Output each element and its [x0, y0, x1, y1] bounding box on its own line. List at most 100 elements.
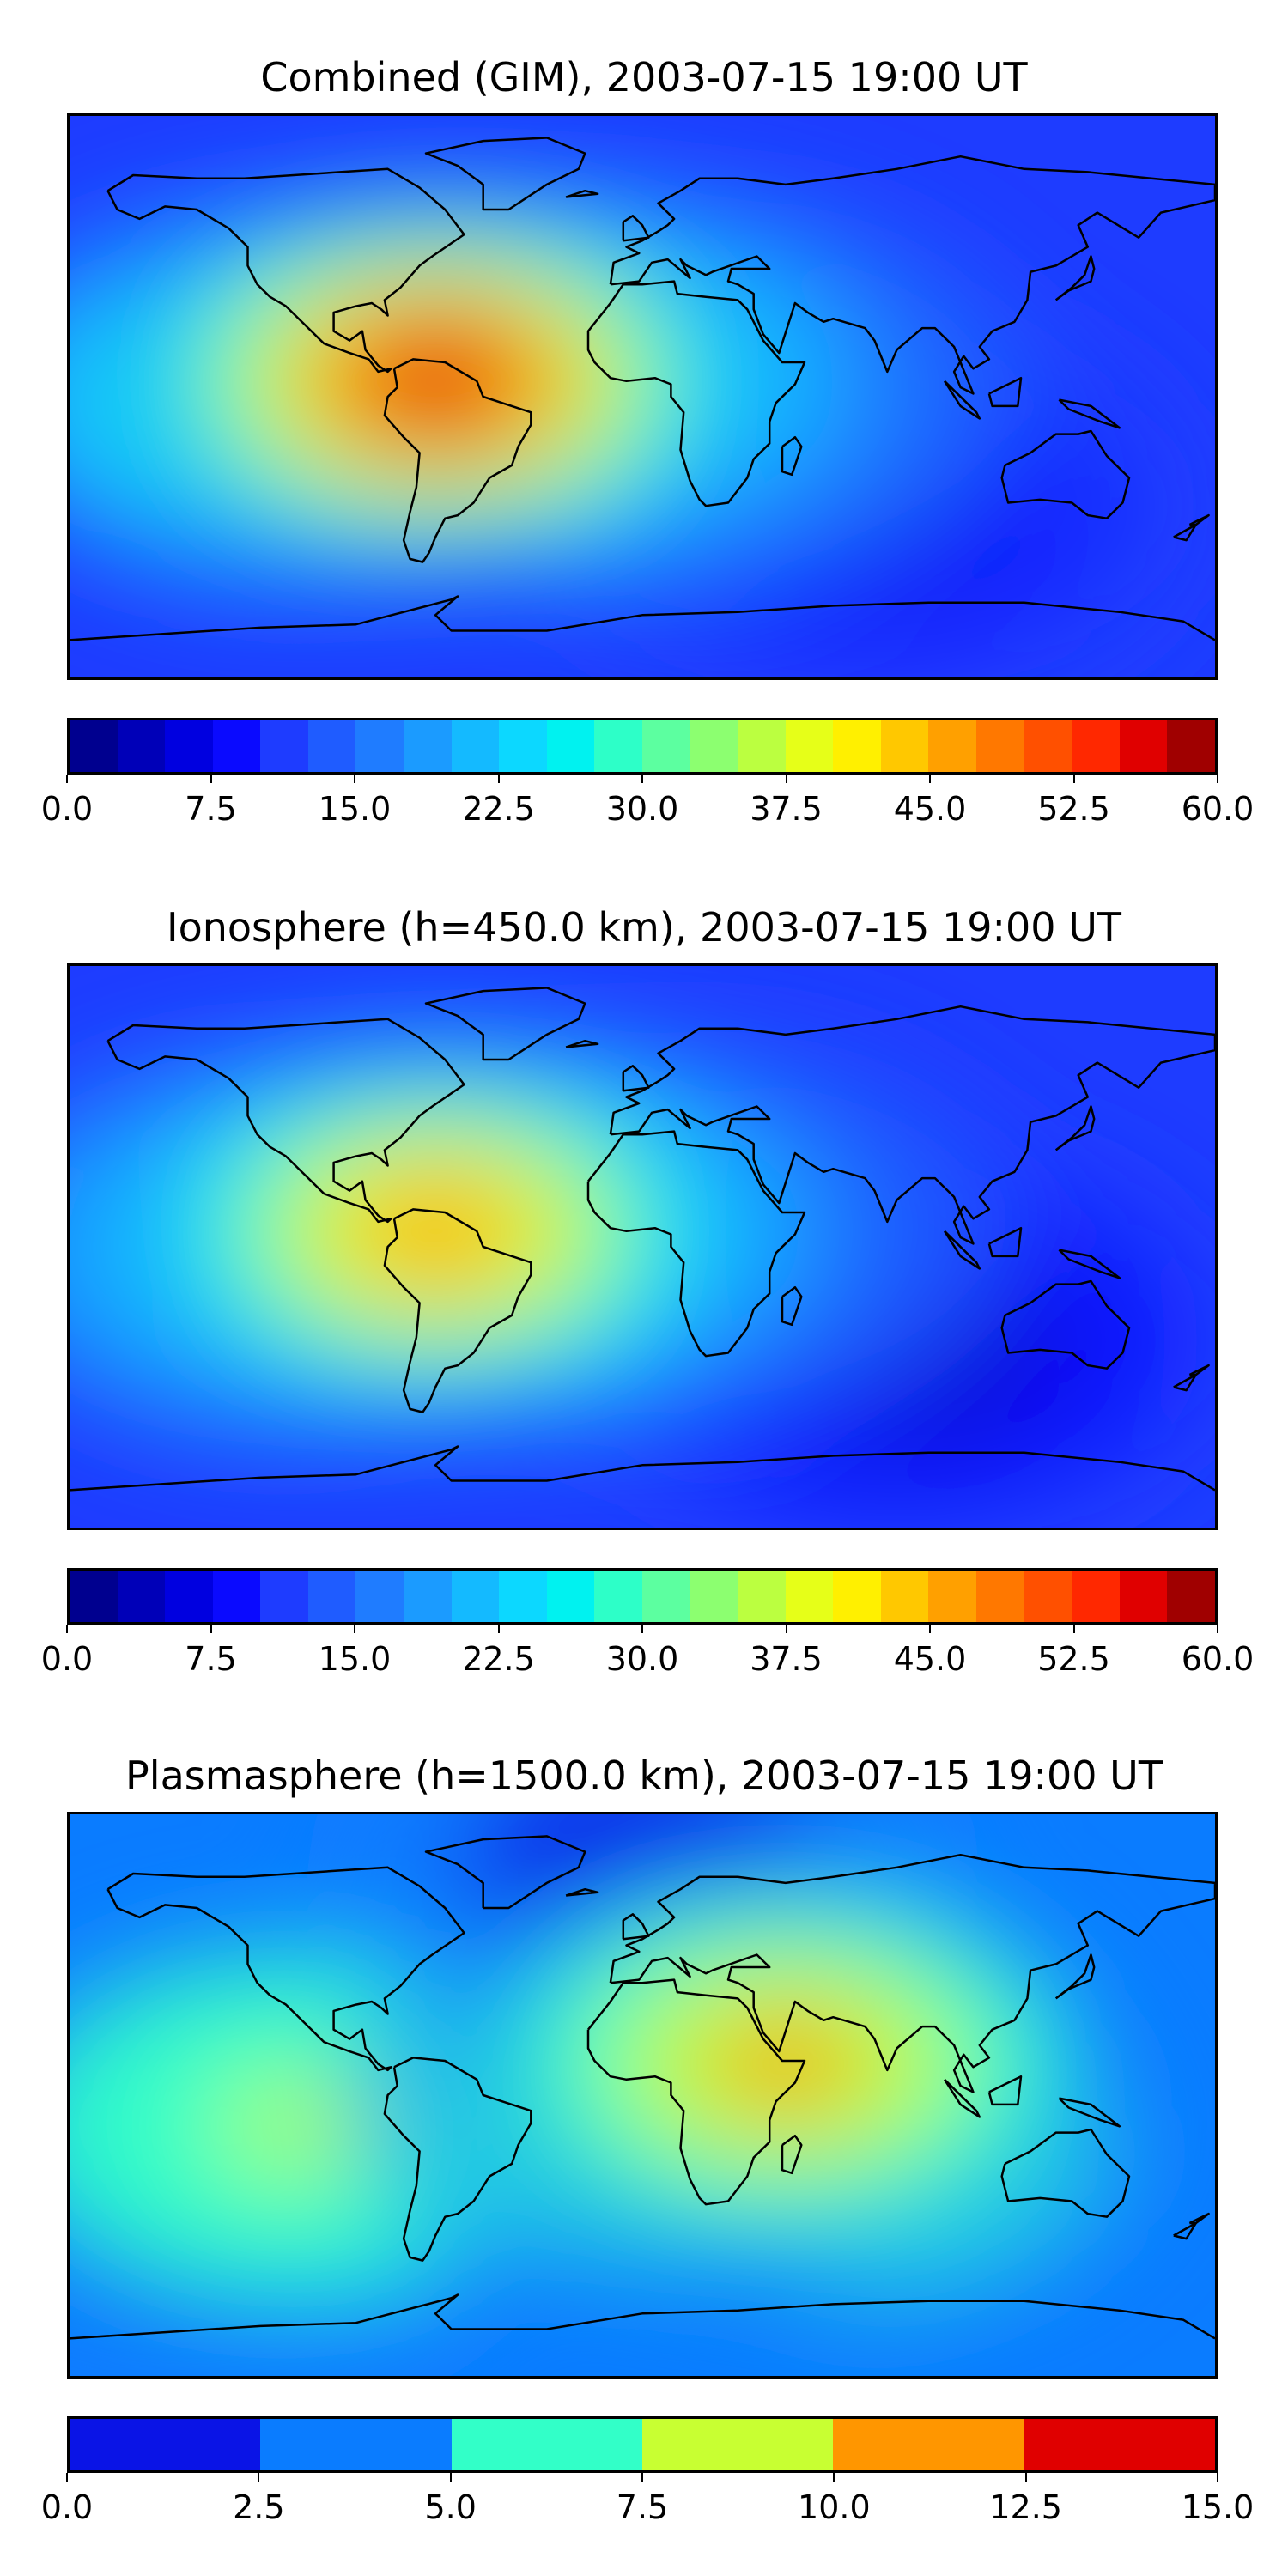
coastline — [565, 1039, 599, 1048]
colorbar-cell — [1024, 720, 1072, 772]
colorbar-tick-mark — [785, 1625, 787, 1633]
colorbar-tick-mark — [210, 1625, 212, 1633]
colorbar-cell — [641, 720, 690, 772]
colorbar-tick-mark — [354, 775, 355, 783]
coastline — [987, 376, 1023, 408]
coastline — [943, 380, 981, 420]
coastline — [622, 1065, 650, 1092]
coastline — [106, 1866, 465, 2072]
coastline — [1188, 1364, 1210, 1376]
coastline — [781, 435, 803, 477]
colorbar-tick-label: 60.0 — [1181, 1640, 1255, 1678]
colorbar-cell — [260, 1571, 308, 1622]
colorbar-cell — [212, 720, 261, 772]
tec-hotspot — [358, 329, 513, 433]
colorbar-cell — [975, 1571, 1024, 1622]
colorbar-cell — [546, 1571, 595, 1622]
colorbar-cell — [1167, 1571, 1215, 1622]
colorbar-tick-label: 0.0 — [40, 1640, 94, 1678]
colorbar-cell — [738, 720, 786, 772]
panel-title-plasmasphere: Plasmasphere (h=1500.0 km), 2003-07-15 1… — [125, 1753, 1163, 1799]
colorbar-tick-mark — [641, 2473, 643, 2482]
colorbar-tick-label: 0.0 — [40, 2488, 94, 2526]
colorbar-combined — [67, 718, 1218, 775]
coastline — [70, 2293, 1215, 2340]
colorbar-tick-label: 2.5 — [233, 2488, 285, 2526]
map-combined — [67, 113, 1218, 680]
colorbar-tick-label: 45.0 — [893, 790, 967, 828]
colorbar-cell — [165, 720, 213, 772]
colorbar-cell — [260, 720, 308, 772]
coastline — [70, 1445, 1215, 1492]
colorbar-tick-label: 12.5 — [989, 2488, 1062, 2526]
coastline — [1188, 513, 1210, 526]
colorbar-cell — [355, 720, 404, 772]
coastline — [106, 1018, 465, 1224]
colorbar-tick-label: 10.0 — [798, 2488, 871, 2526]
colorbar-tick-label: 7.5 — [616, 2488, 669, 2526]
colorbar-tick-mark — [641, 775, 643, 783]
colorbar-cell — [404, 720, 452, 772]
colorbar-ticks-plasmasphere: 0.0 2.5 5.0 7.5 10.0 12.5 15.0 — [41, 2473, 1254, 2526]
colorbar-tick-mark — [258, 2473, 260, 2482]
colorbar-cell — [355, 1571, 404, 1622]
colorbar-cell — [738, 1571, 786, 1622]
colorbar-tick-label: 37.5 — [750, 790, 823, 828]
colorbar-tick-label: 30.0 — [605, 1640, 679, 1678]
colorbar-cell — [70, 2419, 261, 2470]
coastline — [1058, 398, 1121, 429]
coastline — [1054, 1953, 1096, 2000]
colorbar-cell — [1119, 720, 1168, 772]
coastline — [987, 2075, 1023, 2106]
coastline — [565, 1887, 599, 1897]
colorbar-cell — [451, 2419, 642, 2470]
coastline — [424, 137, 586, 211]
coastline — [106, 167, 465, 374]
colorbar-cell — [1024, 1571, 1072, 1622]
coastline — [609, 155, 1215, 395]
coastline — [383, 358, 532, 563]
colorbar-tick-label: 52.5 — [1037, 1640, 1110, 1678]
colorbar-tick-label: 60.0 — [1181, 790, 1255, 828]
colorbar-tick-mark — [66, 1625, 68, 1633]
coastline — [622, 1913, 650, 1941]
colorbar-cell — [1167, 720, 1215, 772]
colorbar-tick-label: 5.0 — [424, 2488, 477, 2526]
colorbar-tick-mark — [833, 2473, 835, 2482]
colorbar-cell — [880, 1571, 929, 1622]
colorbar-cell — [70, 1571, 118, 1622]
colorbar-cell — [1119, 1571, 1168, 1622]
colorbar-cell — [451, 1571, 500, 1622]
colorbar-tick-mark — [929, 775, 931, 783]
colorbar-cell — [117, 1571, 166, 1622]
coastline — [943, 1230, 981, 1270]
colorbar-tick-mark — [497, 1625, 500, 1633]
colorbar-tick-mark — [785, 775, 787, 783]
colorbar-cell — [594, 1571, 642, 1622]
coastline — [1000, 1279, 1131, 1370]
colorbar-tick-mark — [354, 1625, 355, 1633]
colorbar-cell — [833, 2419, 1024, 2470]
colorbar-cell — [690, 720, 738, 772]
colorbar-cell — [499, 720, 547, 772]
colorbar-ionosphere — [67, 1568, 1218, 1625]
colorbar-cell — [928, 720, 976, 772]
colorbar-cell — [404, 1571, 452, 1622]
colorbar-tick-label: 22.5 — [462, 1640, 535, 1678]
coastline — [781, 2134, 803, 2175]
coastline — [1188, 2212, 1210, 2225]
colorbar-tick-label: 7.5 — [185, 1640, 237, 1678]
colorbar-plasmasphere — [67, 2416, 1218, 2473]
colorbar-cell — [690, 1571, 738, 1622]
colorbar-tick-mark — [929, 1625, 931, 1633]
coastline — [609, 1005, 1215, 1245]
colorbar-ticks-ionosphere: 0.0 7.5 15.0 22.5 30.0 37.5 45.0 52.5 60.0 — [41, 1625, 1254, 1678]
coastline — [987, 1226, 1023, 1258]
panel-title-ionosphere: Ionosphere (h=450.0 km), 2003-07-15 19:0… — [167, 904, 1121, 951]
colorbar-tick-mark — [1072, 1625, 1075, 1633]
colorbar-cell — [307, 720, 356, 772]
coastline — [1058, 1249, 1121, 1279]
coastline — [1054, 255, 1096, 301]
colorbar-tick-mark — [1217, 775, 1218, 783]
panel-title-combined: Combined (GIM), 2003-07-15 19:00 UT — [260, 54, 1028, 100]
